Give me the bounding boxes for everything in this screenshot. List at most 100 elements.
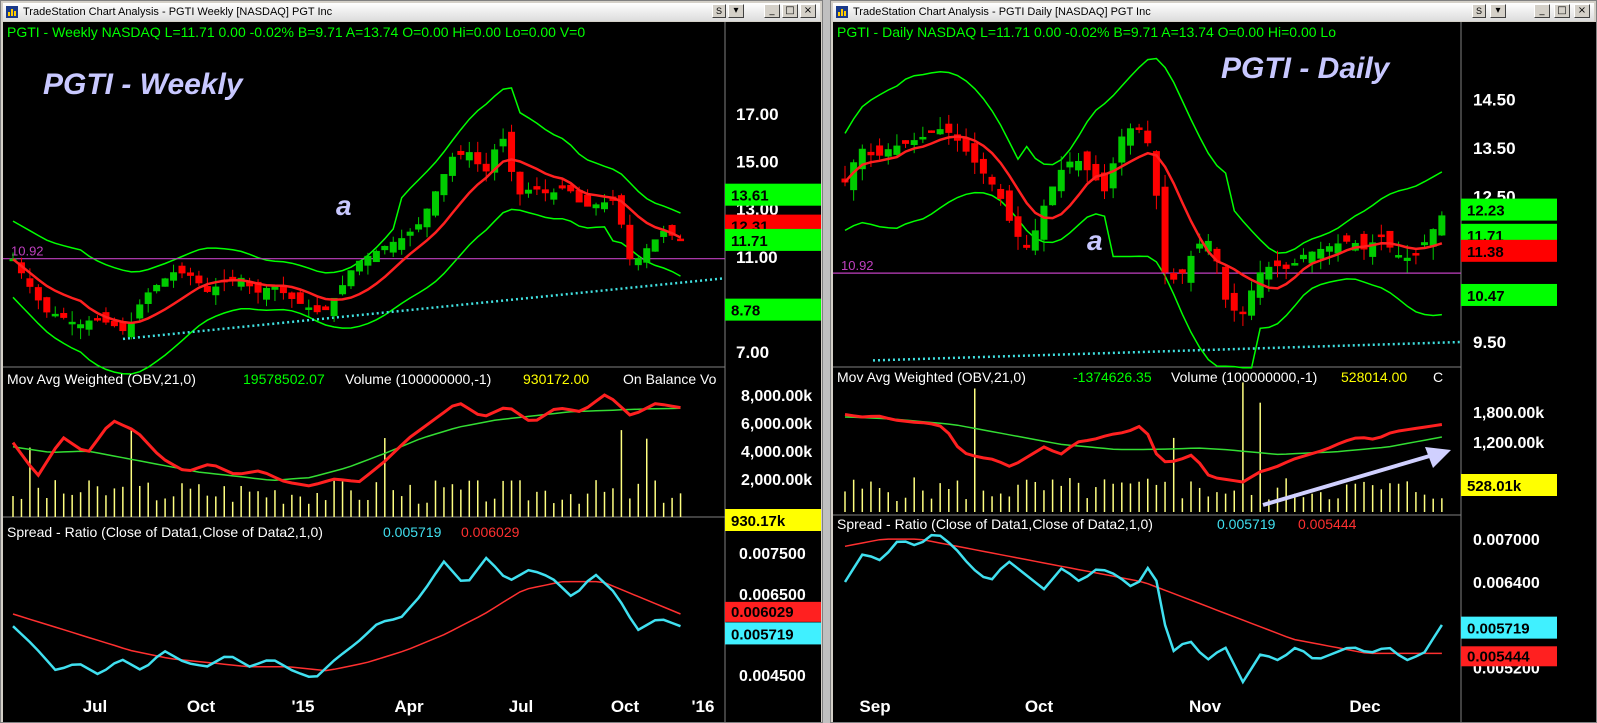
tradestation-logo-icon — [836, 6, 848, 18]
window-title: TradeStation Chart Analysis - PGTI Weekl… — [23, 6, 333, 18]
price-candle — [85, 320, 93, 330]
price-axis-tick: 9.50 — [1473, 333, 1506, 352]
price-marker — [1461, 198, 1557, 221]
price-candle — [634, 258, 642, 266]
price-candle — [1126, 128, 1134, 146]
price-candle — [372, 250, 380, 263]
ratio-marker — [1461, 616, 1557, 639]
price-axis-tick: 17.00 — [736, 105, 779, 124]
ratio-average-value: 0.006029 — [461, 524, 520, 540]
ratio-axis-tick: 0.004500 — [739, 668, 806, 685]
price-candle — [1230, 292, 1238, 311]
price-candle — [919, 136, 927, 140]
ratio-axis-tick: 0.006500 — [739, 587, 806, 604]
price-candle — [617, 195, 625, 225]
obv-indicator-title: Mov Avg Weighted (OBV,21,0) — [7, 371, 196, 387]
price-marker-text: 12.23 — [1467, 203, 1505, 220]
weekly-chart-canvas[interactable]: 10.92 PGTI - Weekly NASDAQ L=11.71 0.00 -… — [3, 22, 821, 722]
on-balance-volume-line — [11, 393, 681, 488]
daily-titlebar[interactable]: TradeStation Chart Analysis - PGTI Daily… — [833, 3, 1594, 21]
price-candle — [330, 297, 338, 317]
price-candle — [1343, 235, 1351, 242]
date-axis-label: Oct — [1025, 697, 1054, 716]
price-candle — [406, 231, 414, 236]
price-candle — [465, 152, 473, 161]
price-candle — [364, 255, 372, 266]
obv-value: -1374626.35 — [1073, 369, 1152, 385]
price-candle — [1403, 257, 1411, 261]
price-candle — [979, 158, 987, 174]
ratio-average-marker — [725, 601, 821, 622]
close-icon[interactable]: × — [1574, 4, 1590, 18]
price-candle — [533, 186, 541, 190]
price-candle — [1092, 163, 1100, 181]
ratio-axis-tick: 0.006400 — [1473, 575, 1540, 592]
price-candle — [1395, 255, 1403, 258]
price-candle — [178, 265, 186, 274]
date-axis-label: Jul — [83, 697, 108, 716]
volume-indicator-title: Volume (100000000,-1) — [1171, 369, 1317, 385]
daily-chart-canvas[interactable]: 10.92 PGTI - Daily NASDAQ L=11.71 0.00 -0… — [833, 22, 1596, 722]
price-candle — [651, 239, 659, 252]
price-candle — [1317, 248, 1325, 259]
price-candle — [567, 184, 575, 192]
obv-title-truncated: C — [1433, 369, 1443, 385]
price-candle — [170, 272, 178, 281]
price-candle — [195, 275, 203, 284]
price-candle — [1083, 151, 1091, 171]
obv-axis-tick: 2,000.00k — [741, 472, 812, 489]
price-candle — [1161, 186, 1169, 273]
price-candle — [1412, 253, 1420, 256]
tradestation-logo-icon — [6, 6, 18, 18]
price-candle — [26, 278, 34, 287]
obv-title-truncated: On Balance Vo — [623, 371, 717, 387]
price-candle — [1282, 264, 1290, 269]
price-candle — [389, 241, 397, 253]
price-candle — [962, 137, 970, 152]
weekly-chart-window[interactable]: TradeStation Chart Analysis - PGTI Weekl… — [0, 0, 823, 723]
volume-marker — [1461, 474, 1557, 496]
price-candle — [448, 156, 456, 176]
window-title: TradeStation Chart Analysis - PGTI Daily… — [853, 6, 1151, 18]
price-candle — [971, 143, 979, 163]
price-candle — [1023, 244, 1031, 248]
obv-axis-tick: 1,800.00k — [1473, 405, 1544, 422]
price-candle — [910, 140, 918, 146]
price-candle — [203, 286, 211, 292]
relative-strength-ratio-line — [12, 556, 681, 678]
price-candle — [288, 292, 296, 299]
symbol-link-button[interactable]: S — [1472, 4, 1486, 18]
price-candle — [263, 287, 270, 300]
close-icon[interactable]: × — [800, 4, 816, 18]
maximize-icon[interactable]: □ — [782, 4, 798, 18]
price-candle — [432, 191, 439, 216]
symbol-link-label: S — [1475, 6, 1482, 16]
maximize-icon[interactable]: □ — [1554, 4, 1570, 18]
price-candle — [347, 270, 355, 287]
price-candle — [1118, 136, 1126, 163]
price-candle — [1274, 260, 1281, 267]
arrow-head-icon — [1425, 447, 1451, 468]
daily-chart-window[interactable]: TradeStation Chart Analysis - PGTI Daily… — [830, 0, 1597, 723]
weekly-titlebar[interactable]: TradeStation Chart Analysis - PGTI Weekl… — [3, 3, 820, 21]
minimize-icon[interactable]: _ — [1534, 4, 1550, 18]
ratio-average-marker-text: 0.006029 — [731, 604, 794, 621]
scroll-arrow-icon[interactable]: ▾ — [1490, 4, 1506, 18]
price-candle — [415, 224, 423, 230]
price-candle — [305, 307, 313, 310]
price-candle — [902, 140, 910, 144]
ratio-axis-tick: 0.007000 — [1473, 532, 1540, 549]
price-candle — [127, 322, 135, 338]
price-candle — [516, 171, 524, 195]
price-candle — [668, 225, 676, 236]
symbol-link-button[interactable]: S — [712, 4, 726, 18]
scroll-arrow-icon[interactable]: ▾ — [728, 4, 744, 18]
price-axis-tick: 11.00 — [736, 248, 778, 267]
price-marker — [725, 183, 821, 206]
price-candle — [541, 189, 549, 194]
ratio-marker-text: 0.005719 — [731, 626, 794, 643]
price-marker-text: 11.71 — [731, 233, 768, 250]
price-marker-text: 10.47 — [1467, 288, 1505, 305]
minimize-icon[interactable]: _ — [764, 4, 780, 18]
price-axis-tick: 14.50 — [1473, 91, 1516, 110]
